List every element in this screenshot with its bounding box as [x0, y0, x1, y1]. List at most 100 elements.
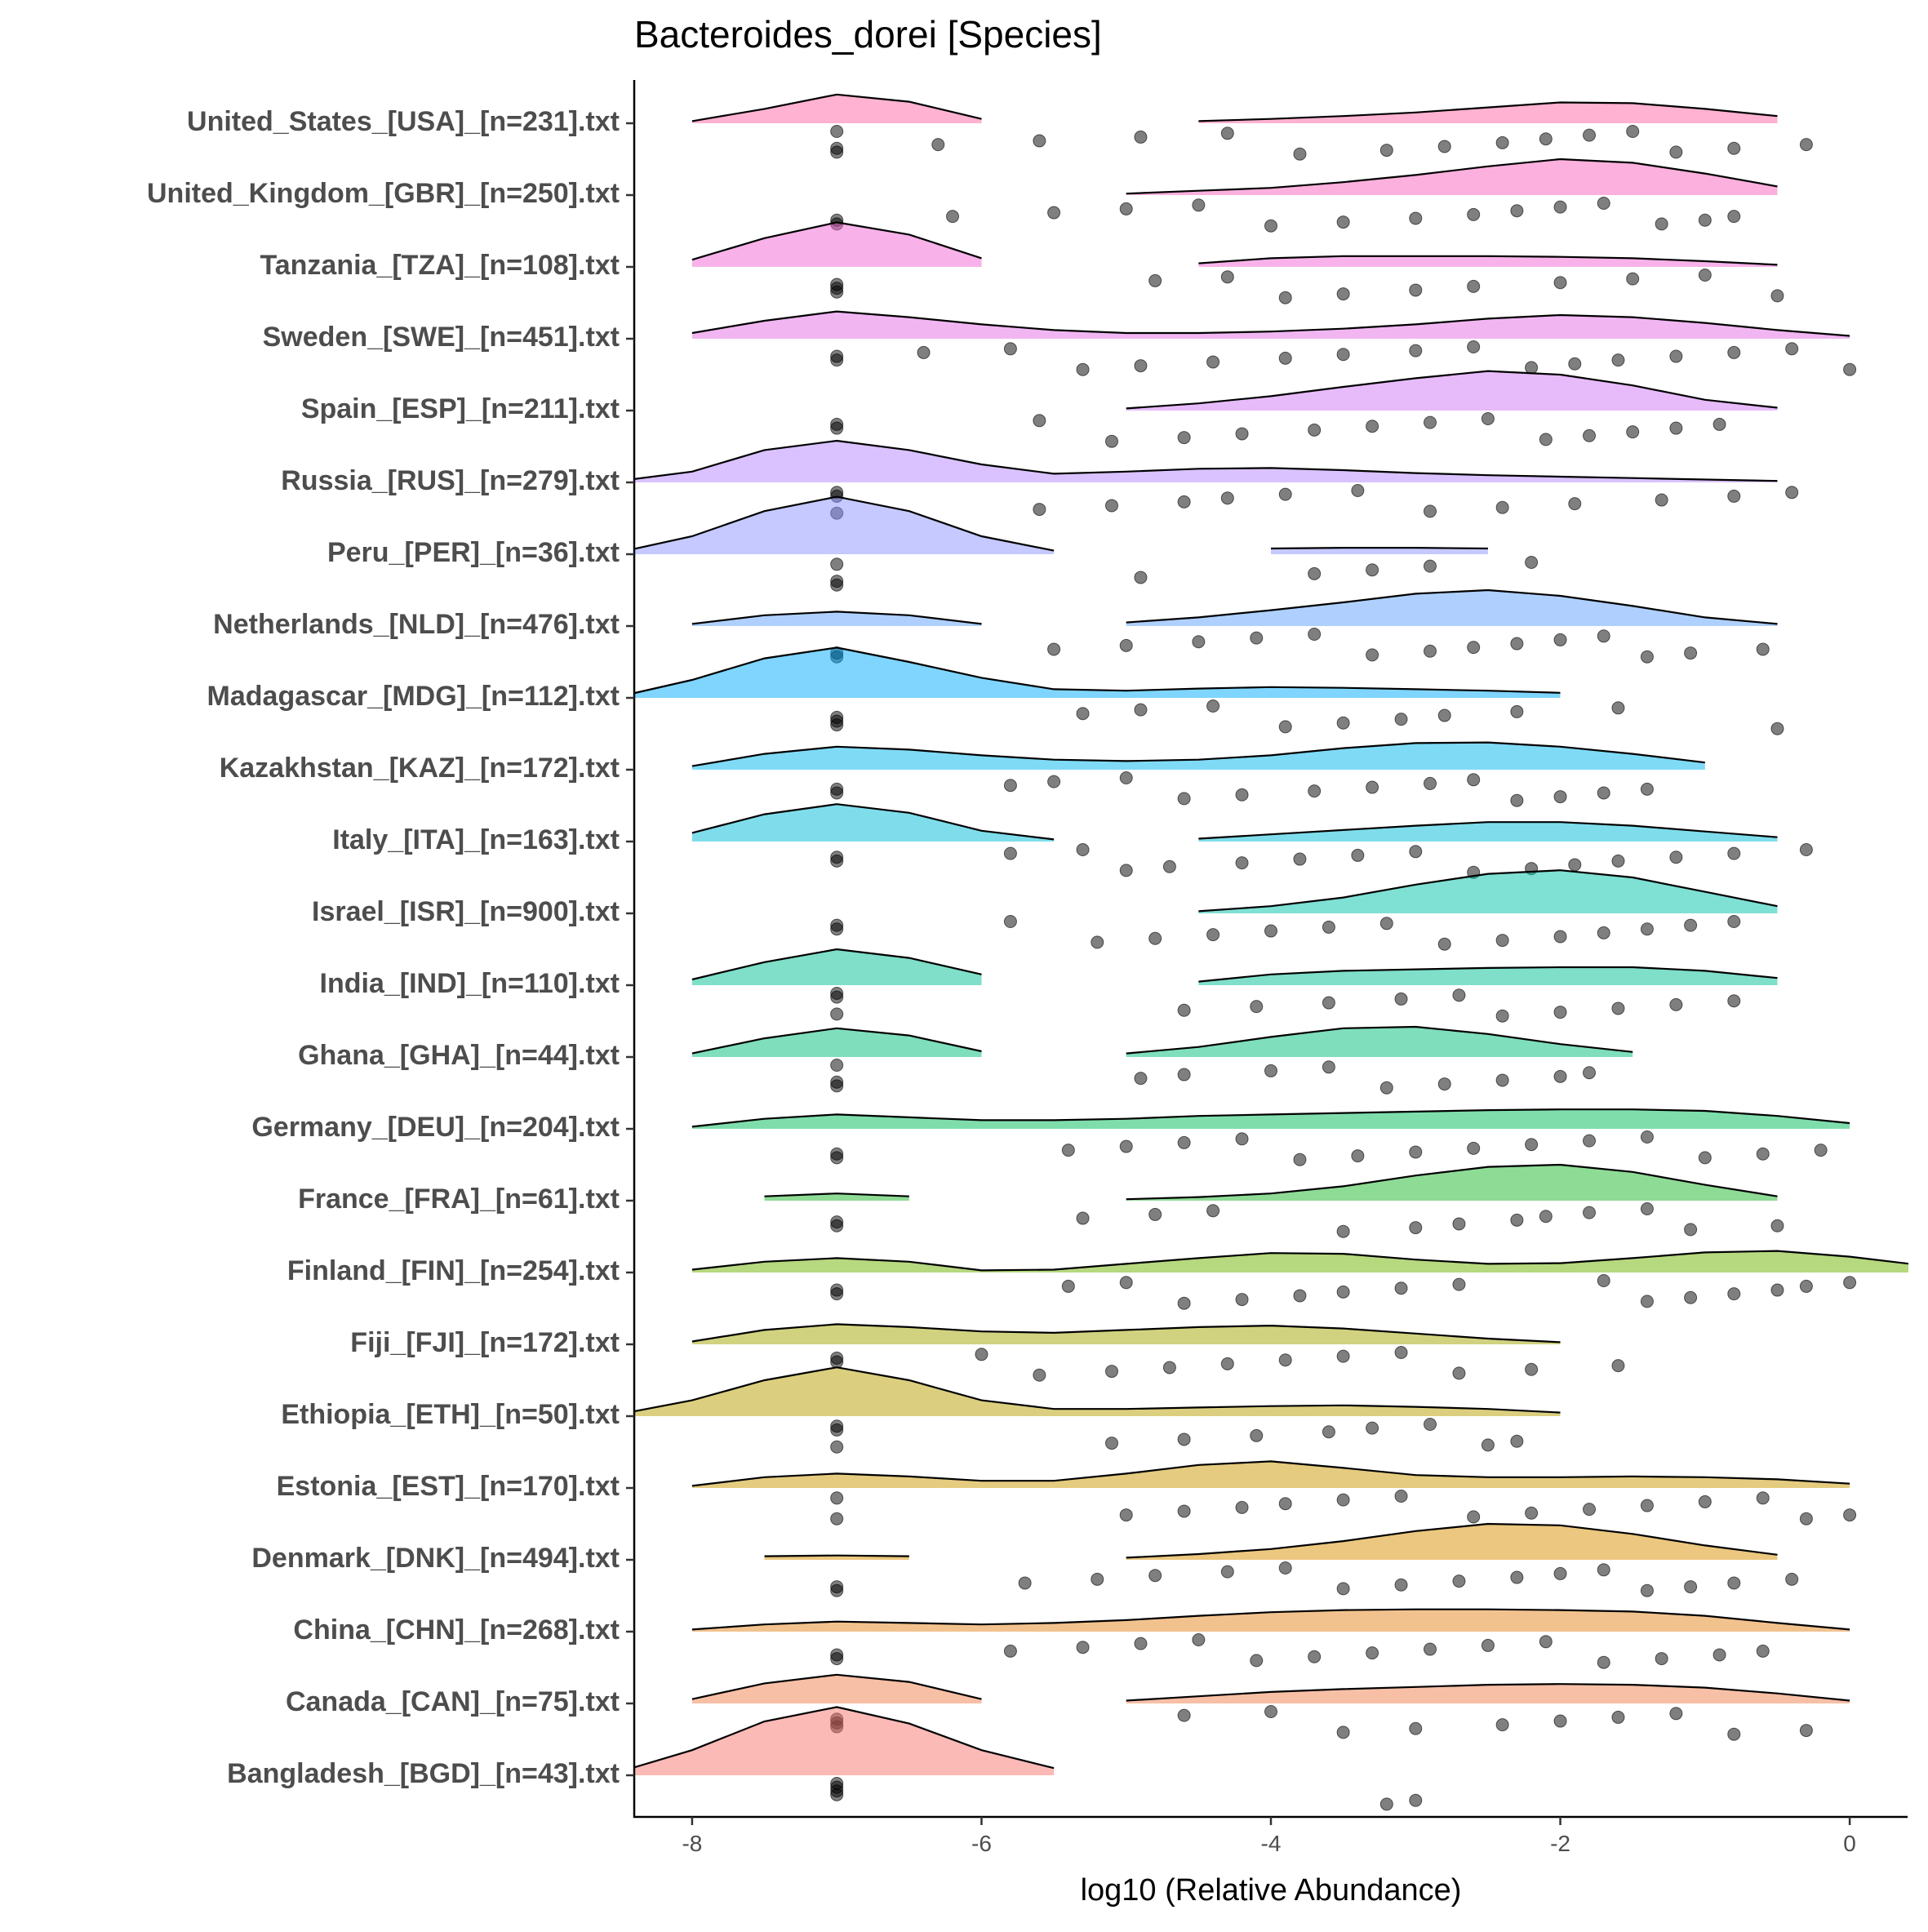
data-point [1033, 503, 1046, 517]
data-point [1583, 429, 1596, 442]
data-point [1119, 864, 1133, 877]
data-point [1640, 782, 1654, 796]
data-point [1655, 493, 1668, 507]
data-point [1583, 128, 1596, 142]
data-point [1467, 207, 1481, 221]
data-point [1452, 1366, 1466, 1380]
data-point [1409, 1145, 1423, 1159]
data-point [946, 210, 959, 224]
data-point [1134, 130, 1148, 144]
data-point [1220, 127, 1234, 140]
data-point [1336, 716, 1350, 730]
data-point [1495, 1718, 1509, 1732]
data-point [1727, 141, 1741, 155]
data-point [1278, 351, 1292, 365]
category-label: Peru_[PER]_[n=36].txt [327, 537, 620, 568]
data-point [1235, 1293, 1249, 1307]
data-point [1409, 1793, 1423, 1807]
data-point [1322, 920, 1335, 934]
data-point [1495, 500, 1509, 514]
density-outline [691, 1673, 1850, 1702]
data-point [1366, 1421, 1379, 1435]
density-outline [1126, 370, 1778, 410]
density-area [1198, 870, 1778, 913]
data-point [1785, 1572, 1799, 1586]
data-point [1437, 708, 1451, 722]
data-point [830, 141, 844, 155]
data-point [1235, 1500, 1249, 1514]
data-point [1264, 1705, 1277, 1718]
x-tick-label: -6 [971, 1831, 992, 1856]
data-point [1553, 200, 1567, 214]
data-point [1076, 843, 1090, 856]
data-point [1684, 1290, 1698, 1304]
category-label: India_[IND]_[n=110].txt [320, 968, 620, 999]
data-point [830, 349, 844, 363]
data-point [1626, 425, 1640, 439]
data-point [1003, 846, 1017, 860]
data-point [1467, 340, 1481, 353]
data-point [1394, 1578, 1408, 1592]
data-point [1510, 793, 1524, 807]
data-point [1597, 1563, 1610, 1577]
data-point [931, 138, 945, 152]
data-point [1061, 1279, 1075, 1293]
data-point [1437, 140, 1451, 153]
density-outline [635, 439, 1778, 482]
category-label: China_[CHN]_[n=268].txt [293, 1614, 620, 1646]
data-point [1655, 217, 1668, 231]
data-point [1366, 1646, 1379, 1660]
category-label: Spain_[ESP]_[n=211].txt [301, 393, 620, 424]
data-point [1481, 1438, 1495, 1452]
data-point [1611, 1359, 1625, 1373]
data-point [1424, 1418, 1437, 1431]
data-point [1308, 784, 1322, 798]
data-point [1727, 345, 1741, 359]
data-point [1640, 650, 1654, 664]
data-point [1293, 1153, 1307, 1166]
data-point [1379, 917, 1393, 930]
data-point [1495, 934, 1509, 948]
data-point [1250, 631, 1264, 645]
data-point [1597, 629, 1610, 643]
data-point [1799, 1512, 1813, 1526]
data-point [830, 1440, 844, 1454]
data-point [1308, 628, 1322, 641]
data-point [1640, 1202, 1654, 1215]
data-point [975, 1348, 988, 1361]
data-point [1583, 1503, 1596, 1517]
data-point [1756, 1147, 1770, 1161]
data-point [1033, 1368, 1046, 1382]
data-point [1756, 1491, 1770, 1505]
data-point [1611, 353, 1625, 367]
data-point [1134, 1072, 1148, 1086]
category-label: Finland_[FIN]_[n=254].txt [287, 1255, 620, 1286]
data-point [1047, 775, 1061, 788]
data-point [1206, 928, 1220, 942]
data-point [830, 1351, 844, 1365]
data-point [1192, 198, 1206, 212]
data-point [1336, 1493, 1350, 1507]
data-point [1553, 1069, 1567, 1083]
data-point [830, 1007, 844, 1021]
data-point [1162, 1361, 1176, 1375]
density-area [764, 1165, 1778, 1201]
category-label: Canada_[CAN]_[n=75].txt [286, 1686, 620, 1717]
data-point [1091, 1572, 1104, 1586]
data-point [1597, 926, 1610, 939]
data-point [1134, 571, 1148, 584]
data-point [830, 575, 844, 588]
data-point [1698, 1495, 1712, 1508]
data-point [1495, 135, 1509, 149]
data-point [1669, 421, 1683, 435]
data-point [1583, 1066, 1596, 1080]
density-outline [691, 1025, 1633, 1055]
data-point [830, 125, 844, 138]
data-point [1424, 415, 1437, 429]
data-point [1640, 1583, 1654, 1597]
density-area [691, 1109, 1850, 1129]
data-point [1640, 922, 1654, 936]
data-point [1597, 1655, 1610, 1669]
data-point [1510, 1213, 1524, 1227]
